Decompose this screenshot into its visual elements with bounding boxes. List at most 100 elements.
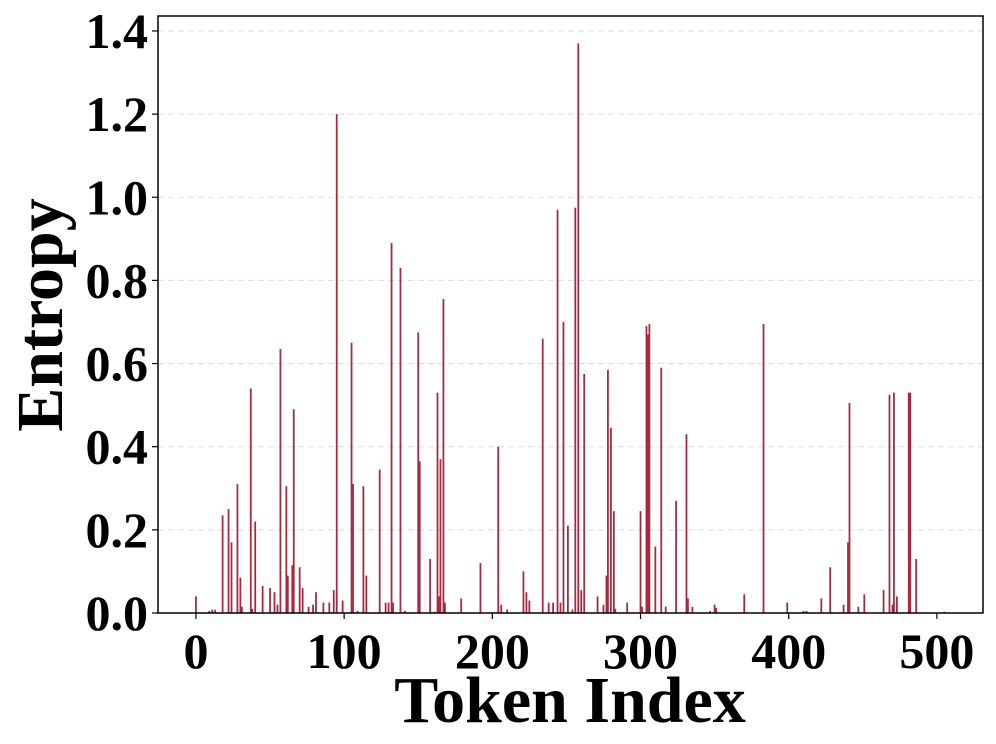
bar	[286, 575, 289, 613]
bar	[436, 392, 439, 613]
bar	[214, 609, 217, 613]
bar	[240, 606, 243, 613]
bar	[261, 585, 264, 613]
bar	[915, 558, 918, 613]
bar	[891, 604, 894, 613]
bar	[687, 598, 689, 613]
bar	[562, 321, 565, 613]
y-tick-label: 1.0	[86, 169, 149, 225]
bar	[322, 602, 325, 613]
bar	[571, 609, 574, 613]
y-tick-label: 1.2	[86, 86, 149, 142]
bar	[893, 392, 895, 613]
y-tick-label: 0.0	[86, 585, 149, 641]
bar	[552, 602, 554, 613]
x-tick-label: 100	[307, 623, 382, 679]
y-tick-label: 1.4	[86, 3, 149, 59]
bar	[332, 590, 335, 613]
bar	[559, 602, 562, 613]
bar	[387, 602, 390, 613]
bar	[341, 600, 344, 613]
bar	[298, 567, 301, 613]
bar	[301, 588, 304, 613]
bar	[460, 598, 463, 613]
bar	[888, 394, 891, 613]
y-tick-label: 0.2	[86, 502, 149, 558]
bar	[525, 592, 528, 613]
bar	[438, 596, 440, 613]
bar	[842, 604, 845, 613]
bar	[506, 609, 509, 613]
x-tick-label: 0	[183, 623, 208, 679]
bar	[743, 594, 746, 613]
bar	[392, 602, 394, 613]
bar	[820, 598, 823, 613]
bar	[639, 511, 642, 613]
bar	[352, 484, 354, 613]
bar	[607, 369, 609, 613]
bar	[802, 610, 805, 613]
bar	[660, 367, 663, 613]
bar	[847, 542, 849, 613]
bar	[479, 563, 482, 613]
bar	[328, 602, 331, 613]
bar	[602, 604, 605, 613]
bar	[195, 596, 197, 613]
bar	[522, 571, 525, 613]
bar	[645, 326, 648, 613]
y-axis-label: Entropy	[4, 198, 77, 432]
y-tick-label: 0.6	[86, 336, 149, 392]
bar	[583, 373, 586, 613]
bar	[713, 604, 716, 613]
bar	[315, 592, 317, 613]
bar	[829, 567, 832, 613]
bar	[335, 114, 338, 614]
x-tick-label: 400	[751, 623, 826, 679]
bar	[362, 486, 365, 613]
bar	[647, 334, 649, 613]
bar	[848, 403, 851, 613]
x-tick-label: 500	[899, 623, 974, 679]
bar	[547, 602, 550, 613]
bar	[691, 606, 694, 613]
x-tick-label: 300	[603, 623, 678, 679]
bar	[442, 299, 445, 613]
bar	[528, 600, 531, 613]
bar	[882, 590, 885, 613]
bar	[399, 267, 402, 613]
bar	[276, 604, 279, 613]
bar	[715, 608, 717, 613]
bar	[497, 446, 500, 613]
bar	[307, 606, 310, 613]
bar	[417, 332, 420, 613]
bar	[664, 606, 667, 613]
bar	[230, 542, 233, 613]
bar	[221, 515, 224, 613]
bar	[654, 546, 657, 613]
bar	[251, 608, 254, 613]
y-tick-label: 0.8	[86, 252, 149, 308]
bar	[439, 459, 442, 613]
bar	[685, 434, 688, 613]
bar	[249, 388, 252, 613]
bar	[356, 610, 359, 613]
bar	[279, 349, 282, 613]
bar	[208, 610, 211, 613]
bar	[500, 604, 503, 613]
bar	[269, 588, 271, 613]
bar	[863, 594, 866, 613]
bar	[285, 486, 288, 613]
bar	[907, 392, 910, 613]
bar	[390, 242, 393, 613]
bar	[291, 565, 294, 613]
y-tick-label: 0.4	[86, 419, 149, 475]
bar	[227, 509, 230, 613]
bar	[609, 427, 612, 613]
bar	[574, 207, 577, 614]
bar	[857, 606, 860, 613]
bar	[675, 500, 677, 613]
bar	[786, 602, 789, 613]
bar	[612, 511, 615, 613]
bar	[614, 608, 617, 613]
bar	[384, 602, 387, 613]
